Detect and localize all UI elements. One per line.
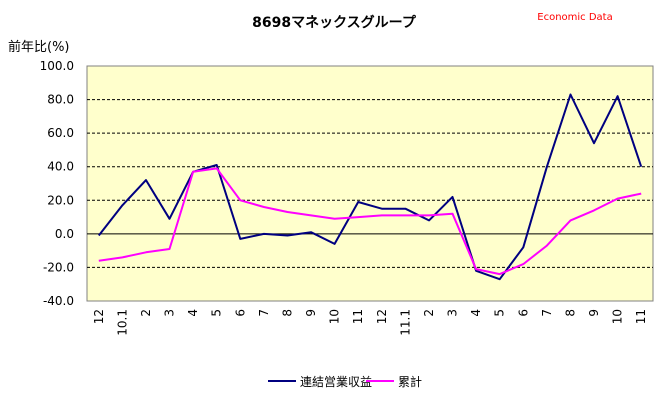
x-tick-label: 7 [257,309,271,317]
x-tick-label: 6 [233,309,247,317]
x-tick-label: 7 [540,309,554,317]
y-tick-label: 60.0 [47,126,74,140]
y-tick-label: -20.0 [43,260,74,274]
x-tick-label: 9 [587,309,601,317]
y-tick-label: 80.0 [47,93,74,107]
x-tick-label: 10 [328,309,342,324]
x-tick-label: 2 [422,309,436,317]
legend: 連結営業収益 累計 [262,370,436,392]
x-tick-label: 12 [92,309,106,324]
x-tick-label: 11.1 [398,309,412,336]
y-tick-label: 20.0 [47,193,74,207]
legend-entry-cumulative: 累計 [398,374,422,389]
x-tick-label: 3 [163,309,177,317]
series-lines [98,93,643,281]
legend-entry-operating-revenue: 連結営業収益 [300,375,372,389]
x-tick-label: 8 [280,309,294,317]
x-tick-label: 10.1 [115,309,129,336]
y-tick-label: 100.0 [40,59,74,73]
y-axis-ticks: 100.0 80.0 60.0 40.0 20.0 0.0 -20.0 -40.0 [40,59,74,308]
x-tick-label: 2 [139,309,153,317]
x-tick-label: 4 [469,309,483,317]
x-tick-label: 5 [210,309,224,317]
x-tick-label: 3 [446,309,460,317]
plot-area [86,65,654,302]
y-tick-label: -40.0 [43,294,74,308]
x-tick-label: 9 [304,309,318,317]
series-line-operating-revenue [98,93,643,281]
x-tick-label: 4 [186,309,200,317]
x-tick-label: 11 [351,309,365,324]
x-tick-label: 10 [611,309,625,324]
x-tick-label: 8 [563,309,577,317]
brand-label: Economic Data [537,12,612,23]
x-tick-label: 12 [375,309,389,324]
x-tick-label: 11 [634,309,648,324]
y-tick-label: 0.0 [55,227,74,241]
series-line-cumulative [98,167,642,276]
y-tick-label: 40.0 [47,160,74,174]
x-tick-label: 5 [493,309,507,317]
y-axis-label: 前年比(%) [8,39,70,55]
x-tick-label: 6 [516,309,530,317]
legend-box [262,370,436,392]
x-axis-ticks: 12 10.1 2 3 4 5 6 7 8 9 10 11 12 11.1 2 3 4 5 6 7 8 9 10 11 [92,309,648,336]
chart-title: 8698マネックスグループ [252,14,417,31]
